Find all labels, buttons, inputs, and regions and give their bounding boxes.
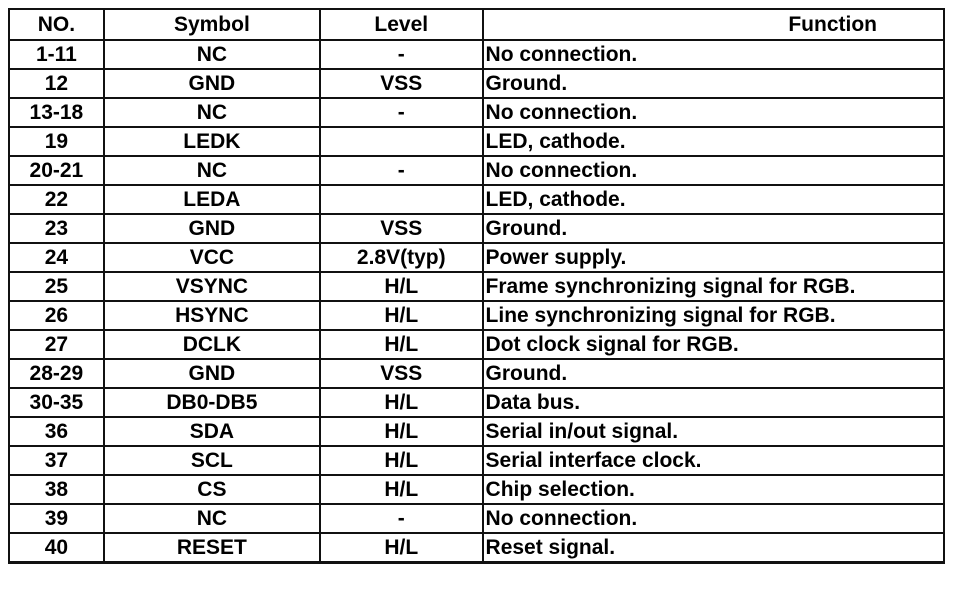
table-row: 40 RESET H/L Reset signal.: [8, 532, 946, 564]
pin-number: 37: [8, 445, 105, 476]
header-symbol: Symbol: [102, 8, 321, 41]
pin-symbol: VSYNC: [102, 271, 321, 302]
pin-function: LED, cathode.: [481, 184, 946, 215]
pin-symbol: NC: [102, 39, 321, 70]
pin-level: H/L: [318, 271, 484, 302]
pin-function: No connection.: [481, 39, 946, 70]
pin-function: Line synchronizing signal for RGB.: [481, 300, 946, 331]
pin-symbol: SDA: [102, 416, 321, 447]
pin-number: 26: [8, 300, 105, 331]
pin-function: Reset signal.: [481, 532, 946, 564]
pin-symbol: DB0-DB5: [102, 387, 321, 418]
pin-number: 12: [8, 68, 105, 99]
pin-function: Ground.: [481, 213, 946, 244]
pin-number: 39: [8, 503, 105, 534]
pin-number: 24: [8, 242, 105, 273]
pin-symbol: NC: [102, 503, 321, 534]
table-row: 12 GND VSS Ground.: [8, 68, 946, 99]
pin-symbol: NC: [102, 97, 321, 128]
pin-level: -: [318, 39, 484, 70]
pin-symbol: LEDA: [102, 184, 321, 215]
pin-function: Ground.: [481, 358, 946, 389]
table-row: 19 LEDK LED, cathode.: [8, 126, 946, 157]
pin-function: No connection.: [481, 155, 946, 186]
pin-level: VSS: [318, 68, 484, 99]
table-row: 36 SDA H/L Serial in/out signal.: [8, 416, 946, 447]
pin-number: 28-29: [8, 358, 105, 389]
pin-number: 23: [8, 213, 105, 244]
pin-number: 27: [8, 329, 105, 360]
header-function: Function: [481, 8, 946, 41]
pin-level: 2.8V(typ): [318, 242, 484, 273]
pin-level: H/L: [318, 532, 484, 564]
table-row: 27 DCLK H/L Dot clock signal for RGB.: [8, 329, 946, 360]
pin-symbol: HSYNC: [102, 300, 321, 331]
pin-level: H/L: [318, 300, 484, 331]
pin-symbol: RESET: [102, 532, 321, 564]
table-row: 20-21 NC - No connection.: [8, 155, 946, 186]
pin-number: 38: [8, 474, 105, 505]
pin-symbol: GND: [102, 213, 321, 244]
pin-level: H/L: [318, 329, 484, 360]
header-row: NO. Symbol Level Function: [8, 8, 946, 41]
pin-symbol: GND: [102, 358, 321, 389]
pin-symbol: CS: [102, 474, 321, 505]
pin-definition-table: NO. Symbol Level Function 1-11 NC - No conn…: [8, 8, 946, 564]
pin-level: H/L: [318, 445, 484, 476]
pin-number: 22: [8, 184, 105, 215]
pin-function: Frame synchronizing signal for RGB.: [481, 271, 946, 302]
pin-number: 20-21: [8, 155, 105, 186]
pin-symbol: VCC: [102, 242, 321, 273]
pin-function: Power supply.: [481, 242, 946, 273]
pin-function: Serial in/out signal.: [481, 416, 946, 447]
pin-function: No connection.: [481, 503, 946, 534]
pin-symbol: SCL: [102, 445, 321, 476]
pin-level: [318, 126, 484, 157]
pin-level: H/L: [318, 474, 484, 505]
table-row: 24 VCC 2.8V(typ) Power supply.: [8, 242, 946, 273]
pin-function: Chip selection.: [481, 474, 946, 505]
table-row: 38 CS H/L Chip selection.: [8, 474, 946, 505]
table-row: 37 SCL H/L Serial interface clock.: [8, 445, 946, 476]
header-level: Level: [318, 8, 484, 41]
table-row: 25 VSYNC H/L Frame synchronizing signal for…: [8, 271, 946, 302]
pin-level: H/L: [318, 387, 484, 418]
pin-number: 19: [8, 126, 105, 157]
pin-number: 25: [8, 271, 105, 302]
pin-number: 13-18: [8, 97, 105, 128]
table-row: 22 LEDA LED, cathode.: [8, 184, 946, 215]
pin-symbol: DCLK: [102, 329, 321, 360]
header-no: NO.: [8, 8, 105, 41]
table-row: 30-35 DB0-DB5 H/L Data bus.: [8, 387, 946, 418]
pin-function: Ground.: [481, 68, 946, 99]
pin-number: 40: [8, 532, 105, 564]
pin-level: VSS: [318, 213, 484, 244]
pin-level: [318, 184, 484, 215]
pin-symbol: LEDK: [102, 126, 321, 157]
table-row: 13-18 NC - No connection.: [8, 97, 946, 128]
table-row: 23 GND VSS Ground.: [8, 213, 946, 244]
pin-level: VSS: [318, 358, 484, 389]
pin-function: Serial interface clock.: [481, 445, 946, 476]
table-row: 28-29 GND VSS Ground.: [8, 358, 946, 389]
table-row: 1-11 NC - No connection.: [8, 39, 946, 70]
pin-symbol: GND: [102, 68, 321, 99]
pin-symbol: NC: [102, 155, 321, 186]
pin-level: -: [318, 97, 484, 128]
pin-level: H/L: [318, 416, 484, 447]
pin-function: Dot clock signal for RGB.: [481, 329, 946, 360]
pin-function: No connection.: [481, 97, 946, 128]
table-row: 39 NC - No connection.: [8, 503, 946, 534]
pin-number: 1-11: [8, 39, 105, 70]
pin-number: 36: [8, 416, 105, 447]
table-row: 26 HSYNC H/L Line synchronizing signal for …: [8, 300, 946, 331]
pin-function: Data bus.: [481, 387, 946, 418]
pin-number: 30-35: [8, 387, 105, 418]
pin-level: -: [318, 155, 484, 186]
pin-function: LED, cathode.: [481, 126, 946, 157]
pin-level: -: [318, 503, 484, 534]
